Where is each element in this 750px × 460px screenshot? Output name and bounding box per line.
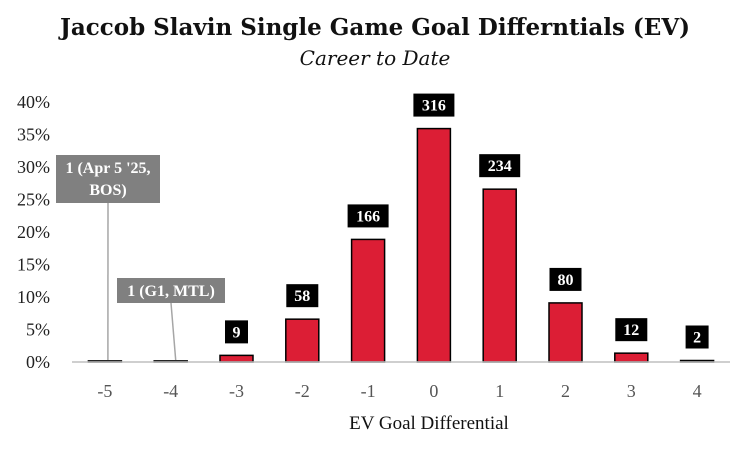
x-tick-label: -5 <box>97 381 112 401</box>
data-label: 166 <box>356 208 380 225</box>
data-label: 9 <box>233 324 241 341</box>
x-tick-label: -3 <box>229 381 244 401</box>
bar <box>548 302 583 363</box>
y-tick-label: 20% <box>17 222 50 242</box>
x-tick-label: -4 <box>163 381 178 401</box>
data-label-box <box>413 93 455 117</box>
y-tick-label: 10% <box>17 287 50 307</box>
data-label: 234 <box>488 158 512 175</box>
y-tick-label: 40% <box>17 92 50 112</box>
data-label-box <box>479 154 521 178</box>
data-label-box <box>286 284 319 308</box>
x-axis-label: EV Goal Differential <box>349 413 509 434</box>
data-label: 2 <box>693 330 701 347</box>
x-tick-label: 0 <box>429 381 438 401</box>
y-tick-label: 0% <box>26 352 50 372</box>
y-tick-label: 15% <box>17 255 50 275</box>
data-label: 58 <box>294 288 310 305</box>
data-label-box <box>685 325 709 349</box>
chart-subtitle: Career to Date <box>299 46 451 70</box>
x-tick-label: 1 <box>495 381 504 401</box>
data-label-box <box>225 320 248 344</box>
callout-leader <box>170 302 177 361</box>
data-label-box <box>615 318 648 342</box>
callout-box <box>56 155 160 203</box>
bar <box>614 352 649 363</box>
callout-text: 1 (G1, MTL) <box>127 283 215 300</box>
callout-text: BOS) <box>89 182 126 199</box>
x-tick-label: 3 <box>627 381 636 401</box>
x-tick-label: -1 <box>361 381 376 401</box>
x-tick-label: -2 <box>295 381 310 401</box>
x-tick-label: 4 <box>693 381 702 401</box>
data-label: 316 <box>422 98 446 115</box>
bar <box>350 238 386 363</box>
callout-text: 1 (Apr 5 '25, <box>65 160 150 177</box>
chart-title: Jaccob Slavin Single Game Goal Differnti… <box>59 14 691 41</box>
y-tick-label: 25% <box>17 190 50 210</box>
bar <box>219 354 254 363</box>
data-label: 12 <box>623 322 639 339</box>
callout-box <box>117 278 225 303</box>
y-tick-label: 35% <box>17 125 50 145</box>
data-label: 80 <box>558 272 574 289</box>
x-tick-label: 2 <box>561 381 570 401</box>
y-tick-label: 5% <box>26 320 50 340</box>
data-label-box <box>549 267 582 291</box>
bar <box>285 318 320 363</box>
bar <box>416 127 452 363</box>
bar <box>482 188 517 363</box>
y-tick-label: 30% <box>17 157 50 177</box>
data-label-box <box>347 204 389 228</box>
